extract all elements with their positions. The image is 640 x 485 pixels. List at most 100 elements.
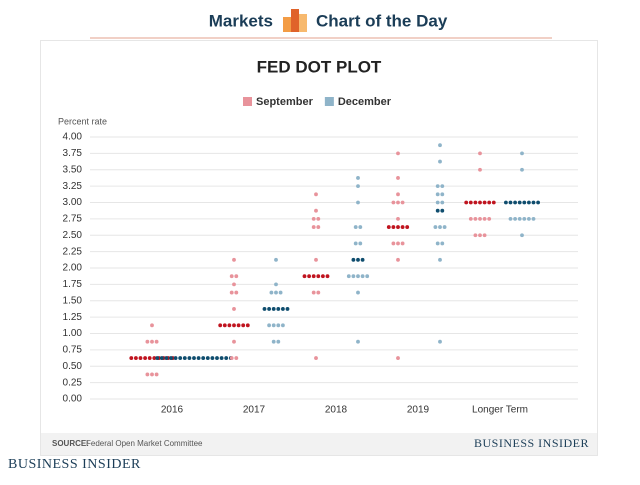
y-tick-label: 1.25 <box>63 312 83 323</box>
y-tick-label: 2.00 <box>63 263 83 274</box>
dot <box>316 225 321 229</box>
y-tick-label: 2.25 <box>63 246 83 257</box>
dot <box>274 282 278 287</box>
dot <box>438 225 442 229</box>
dot <box>391 200 396 205</box>
dot <box>222 323 227 328</box>
dot <box>346 274 351 279</box>
dot <box>440 241 445 246</box>
dot <box>164 356 169 360</box>
dot <box>311 216 316 221</box>
dot <box>205 356 210 360</box>
y-tick-label: 4.00 <box>63 132 83 143</box>
dot <box>129 356 134 360</box>
dot <box>227 323 232 328</box>
dot <box>271 323 276 328</box>
dot <box>196 356 201 360</box>
y-tick-label: 2.75 <box>63 214 83 225</box>
x-tick-label: 2017 <box>243 405 266 416</box>
dot <box>358 225 363 229</box>
y-tick-label: 1.50 <box>63 295 83 306</box>
dot <box>311 290 316 295</box>
dot <box>435 192 440 197</box>
dot <box>464 200 469 205</box>
dot <box>316 216 321 221</box>
dot <box>262 307 267 311</box>
dot <box>356 200 360 205</box>
dot <box>353 225 358 229</box>
dot <box>438 339 442 344</box>
x-tick-label: 2016 <box>161 405 184 416</box>
dot <box>478 233 482 238</box>
dot <box>276 323 281 328</box>
y-tick-label: 3.25 <box>63 181 83 192</box>
dot <box>527 216 531 221</box>
dot <box>396 216 400 221</box>
dot <box>440 200 445 205</box>
dot <box>201 356 206 360</box>
dot <box>245 323 250 328</box>
header-right: Chart of the Day <box>316 11 448 30</box>
dot <box>508 216 513 221</box>
x-tick-label: Longer Term <box>472 405 528 416</box>
x-tick-label: 2019 <box>407 405 430 416</box>
dot <box>513 216 517 221</box>
dot <box>508 200 513 205</box>
dot <box>145 339 150 344</box>
dot <box>435 208 440 213</box>
dot <box>440 192 445 197</box>
dot <box>435 184 440 189</box>
dot <box>356 257 360 262</box>
dot <box>229 356 234 360</box>
dot <box>400 225 405 229</box>
dot <box>276 307 281 311</box>
chart-title: FED DOT PLOT <box>257 57 382 76</box>
footer-band <box>41 433 597 455</box>
dot <box>487 216 492 221</box>
dot <box>267 323 271 328</box>
y-axis-label: Percent rate <box>58 116 107 126</box>
dot <box>396 225 400 229</box>
dot <box>531 200 536 205</box>
dot <box>513 200 517 205</box>
dot <box>276 339 281 344</box>
dot <box>271 339 276 344</box>
card <box>40 40 598 456</box>
dot <box>215 356 219 360</box>
legend-label: September <box>256 96 314 108</box>
dot <box>396 176 400 180</box>
dot <box>527 200 531 205</box>
dot <box>154 339 159 344</box>
dot <box>356 176 360 180</box>
dot <box>302 274 307 279</box>
dot <box>536 200 540 205</box>
dot <box>438 143 442 148</box>
dot <box>155 356 160 360</box>
dot <box>391 241 396 246</box>
dot <box>522 216 527 221</box>
dot <box>356 184 360 189</box>
dot <box>274 290 278 295</box>
dot <box>152 356 157 360</box>
dot <box>314 192 318 197</box>
dot <box>356 274 360 279</box>
dot <box>234 356 239 360</box>
dot <box>316 274 321 279</box>
dot <box>267 307 271 311</box>
dot <box>396 200 400 205</box>
legend-swatch <box>243 97 252 106</box>
dot <box>178 356 183 360</box>
dot <box>396 192 400 197</box>
x-tick-label: 2018 <box>325 405 348 416</box>
dot <box>391 225 396 229</box>
header-left: Markets <box>209 11 273 30</box>
dot <box>232 257 236 262</box>
dot <box>442 225 447 229</box>
dot <box>150 323 154 328</box>
dot <box>281 323 285 328</box>
dot <box>169 356 173 360</box>
dot <box>154 372 159 377</box>
legend-swatch <box>324 97 334 106</box>
y-tick-label: 0.75 <box>63 345 83 356</box>
